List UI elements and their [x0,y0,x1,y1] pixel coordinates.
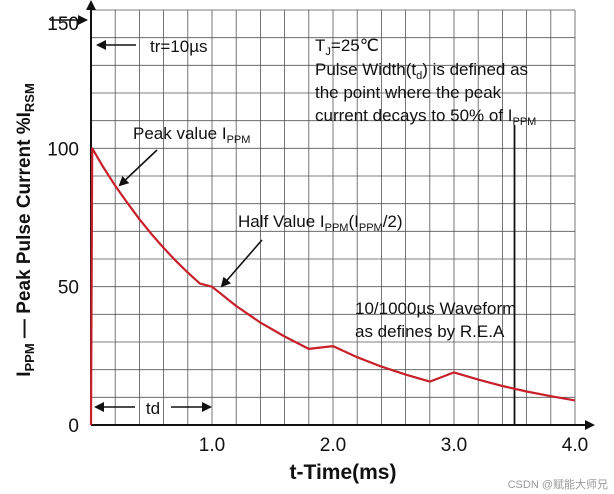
y-tick-label: 100 [47,139,79,160]
tj-t: T [315,36,325,55]
x-tick-label: 3.0 [441,435,467,456]
y-tick-label: 150 [47,14,79,35]
pulse-line-3-sub: PPM [513,116,537,128]
tr-label: tr=10µs [150,37,208,56]
x-tick-label: 1.0 [199,435,225,456]
grid [91,9,576,425]
series-group [89,147,576,426]
half-sub-2: PPM [359,222,383,234]
pulse-line-1: Pulse Width(td) is defined as [315,60,528,82]
y-label-mid: — Peak Pulse Current %I [14,112,35,343]
pulse-line-3: current decays to 50% of IPPM [315,106,536,128]
half-arrow [220,239,263,288]
tj-rest: =25℃ [331,36,379,55]
pulse-line-1-sub: d [416,70,422,82]
half-value-label: Half Value IPPM(IPPM/2) [238,212,403,234]
peak-a: Peak value I [133,124,227,143]
pulse-line-3a: current decays to 50% of I [315,106,513,125]
y-axis-label: IPPM — Peak Pulse Current %IRSM [14,83,37,377]
x-tick-label: 2.0 [320,435,346,456]
half-a: Half Value I [238,212,325,231]
y-label-rsm-sub: RSM [22,83,37,112]
watermark: CSDN @赋能大师兄 [508,477,608,491]
x-axis-label: t-Time(ms) [290,461,397,484]
series-line [89,147,576,426]
peak-arrow [118,149,158,187]
half-sub-1: PPM [325,222,349,234]
td-label: td [146,399,160,418]
y-label-i: I [14,372,35,377]
pulse-line-1a: Pulse Width(t [315,60,416,79]
tj-label: TJ=25℃ [315,36,379,58]
waveform-line-1: 10/1000µs Waveform [355,299,516,318]
pulse-line-1b: ) is defined as [422,60,528,79]
tick-labels: 1.0 2.0 3.0 4.0 0 50 100 150 [47,14,588,456]
pulse-line-2: the point where the peak [315,83,502,102]
peak-sub: PPM [227,134,251,146]
y-tick-label: 50 [58,278,79,299]
half-b: (I [348,212,358,231]
y-tick-label: 0 [68,416,79,437]
half-c: /2) [383,212,403,231]
y-label-i-sub: PPM [22,343,37,371]
peak-value-label: Peak value IPPM [133,124,250,146]
waveform-line-2: as defines by R.E.A [355,322,505,341]
tj-sub: J [325,46,331,58]
x-tick-label: 4.0 [562,435,588,456]
